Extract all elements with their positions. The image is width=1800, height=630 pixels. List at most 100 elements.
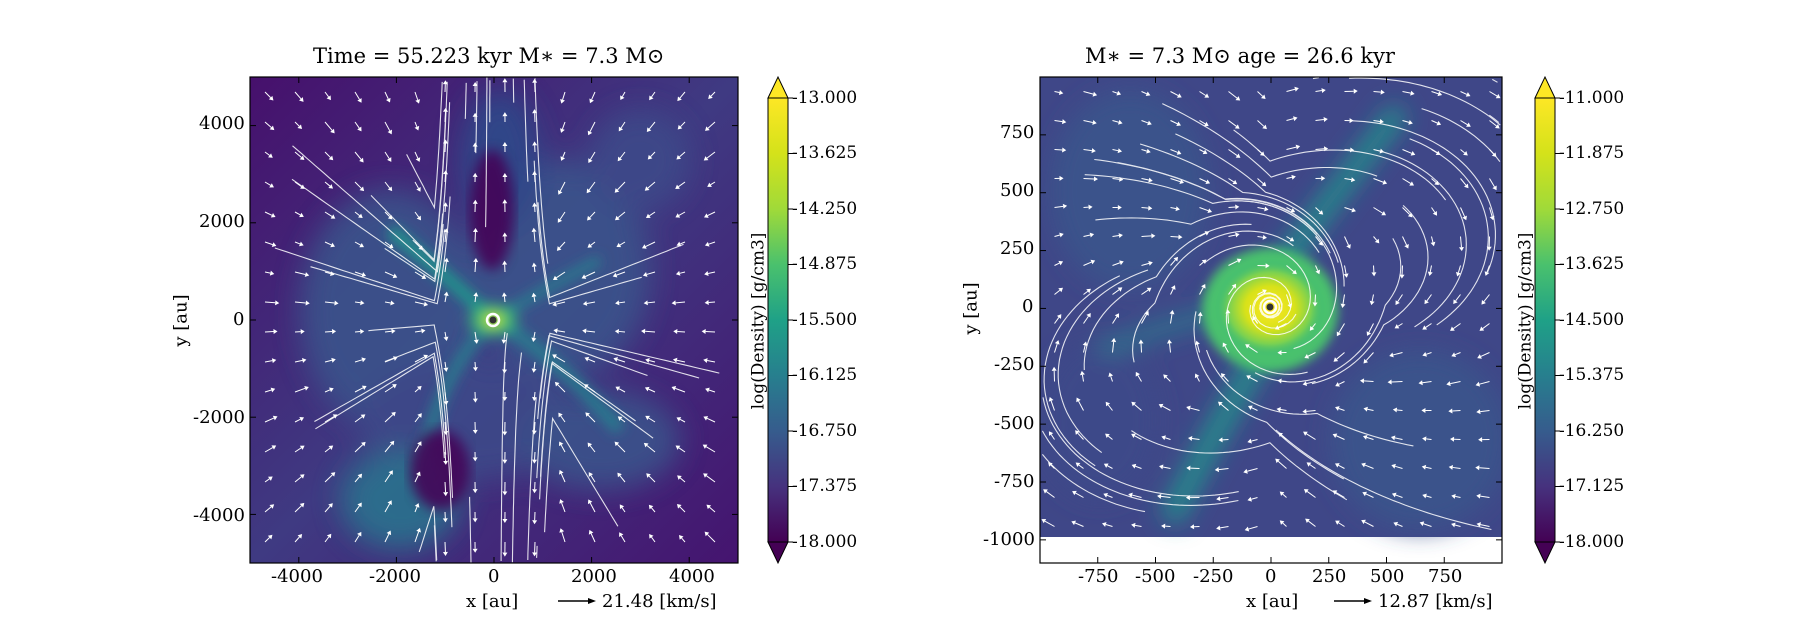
velocity-arrowhead	[1114, 313, 1120, 318]
velocity-arrow	[1452, 410, 1461, 412]
right-colorbar-tick: -14.500	[1559, 310, 1625, 330]
velocity-arrowhead	[1477, 354, 1482, 359]
velocity-arrow	[1431, 236, 1434, 243]
velocity-arrowhead	[1290, 208, 1296, 213]
right-ytick: -250	[994, 354, 1035, 375]
velocity-arrow	[1402, 207, 1410, 215]
velocity-arrow	[1365, 493, 1374, 498]
velocity-arrow	[294, 121, 300, 127]
velocity-arrow	[1141, 120, 1149, 124]
velocity-arrow	[1479, 381, 1490, 385]
velocity-arrow	[1311, 323, 1316, 328]
velocity-arrow	[1489, 120, 1497, 127]
velocity-arrowhead	[358, 213, 363, 219]
velocity-arrowhead	[1105, 401, 1111, 407]
velocity-arrowhead	[1390, 435, 1396, 441]
velocity-arrow	[414, 474, 419, 483]
velocity-arrowhead	[417, 441, 422, 446]
velocity-arrow	[1141, 207, 1149, 209]
velocity-arrow	[1344, 236, 1349, 246]
velocity-arrowhead	[531, 337, 537, 342]
velocity-arrowhead	[1481, 299, 1486, 305]
velocity-arrowhead	[421, 274, 427, 279]
velocity-arrow	[1460, 149, 1466, 154]
velocity-arrow	[1170, 259, 1176, 266]
velocity-arrowhead	[416, 471, 421, 477]
right-ytick: 250	[1000, 238, 1035, 259]
velocity-arrowhead	[1185, 495, 1190, 501]
velocity-arrowhead	[389, 440, 395, 446]
velocity-arrow	[1228, 286, 1235, 295]
velocity-arrowhead	[615, 386, 621, 391]
right-ytick: -500	[994, 413, 1035, 434]
velocity-arrowhead	[1292, 269, 1297, 275]
velocity-arrow	[1199, 315, 1201, 324]
velocity-arrow	[1105, 524, 1113, 527]
velocity-arrow	[1431, 91, 1439, 95]
velocity-arrowhead	[581, 274, 587, 279]
velocity-arrowhead	[705, 126, 710, 131]
velocity-arrowhead	[612, 272, 618, 278]
velocity-arrowhead	[704, 531, 710, 537]
velocity-arrowhead	[677, 475, 682, 480]
velocity-arrow	[264, 360, 273, 363]
velocity-arrow	[1373, 207, 1383, 214]
velocity-arrow	[1396, 409, 1403, 411]
velocity-arrowhead	[271, 358, 277, 364]
velocity-arrowhead	[703, 473, 708, 478]
velocity-arrowhead	[270, 387, 276, 393]
velocity-arrowhead	[1262, 289, 1267, 294]
velocity-arrowhead	[582, 328, 587, 334]
velocity-arrow	[1251, 497, 1258, 500]
velocity-arrowhead	[646, 127, 652, 133]
velocity-arrow	[1452, 466, 1461, 469]
velocity-arrowhead	[1138, 339, 1144, 344]
velocity-arrowhead	[1176, 121, 1181, 127]
right-colorbar-label: log(Density) [g/cm3]	[1515, 232, 1536, 410]
velocity-arrowhead	[501, 339, 507, 344]
left-ytick: -2000	[193, 407, 245, 428]
velocity-arrow	[709, 506, 716, 513]
velocity-arrow	[555, 356, 566, 363]
velocity-arrowhead	[1392, 407, 1398, 413]
velocity-arrowhead	[1478, 437, 1483, 443]
velocity-arrow	[1191, 438, 1200, 440]
velocity-arrowhead	[649, 95, 654, 101]
velocity-arrowhead	[1090, 259, 1096, 265]
velocity-arrow	[1257, 236, 1264, 238]
velocity-arrowhead	[301, 357, 307, 363]
velocity-arrowhead	[1295, 144, 1301, 150]
velocity-arrow	[1083, 149, 1092, 152]
velocity-arrowhead	[443, 460, 449, 465]
velocity-arrow	[1228, 260, 1239, 266]
velocity-arrowhead	[1216, 525, 1221, 531]
velocity-arrow	[681, 537, 686, 543]
velocity-arrowhead	[531, 396, 537, 402]
velocity-arrowhead	[1179, 179, 1185, 185]
velocity-arrowhead	[1492, 185, 1497, 191]
velocity-arrow	[384, 330, 392, 333]
left-colorbar-tick: -18.000	[792, 532, 858, 552]
velocity-arrowhead	[1105, 433, 1110, 439]
velocity-arrowhead	[1235, 96, 1241, 101]
velocity-arrowhead	[1202, 149, 1208, 155]
velocity-arrowhead	[472, 199, 478, 204]
velocity-arrow	[384, 414, 394, 423]
velocity-arrow	[1257, 291, 1264, 295]
velocity-arrow	[1170, 207, 1177, 210]
velocity-arrowhead	[1169, 309, 1175, 315]
velocity-arrow	[533, 331, 536, 339]
velocity-arrowhead	[502, 172, 508, 178]
velocity-arrowhead	[388, 243, 394, 249]
velocity-arrow	[586, 301, 596, 304]
velocity-arrow	[561, 531, 566, 543]
velocity-arrow	[1306, 433, 1316, 440]
velocity-arrowhead	[617, 416, 623, 421]
streamline	[537, 202, 684, 299]
velocity-arrowhead	[330, 271, 335, 277]
velocity-arrow	[678, 211, 686, 216]
velocity-arrow	[414, 271, 424, 278]
velocity-arrowhead	[1043, 489, 1048, 494]
velocity-arrow	[414, 301, 425, 305]
velocity-arrow	[264, 121, 272, 128]
